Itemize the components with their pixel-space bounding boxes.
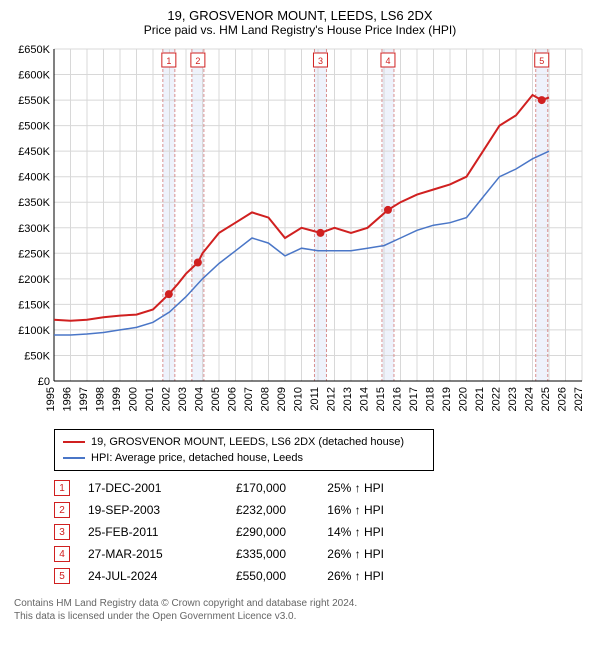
svg-text:1998: 1998: [95, 387, 107, 411]
legend: 19, GROSVENOR MOUNT, LEEDS, LS6 2DX (det…: [54, 429, 434, 471]
svg-text:2013: 2013: [342, 387, 354, 411]
tx-diff: 14% ↑ HPI: [304, 525, 384, 539]
svg-text:2: 2: [195, 56, 200, 66]
svg-text:£300K: £300K: [18, 223, 50, 235]
legend-item: HPI: Average price, detached house, Leed…: [63, 450, 425, 466]
svg-text:1997: 1997: [78, 387, 90, 411]
tx-date: 27-MAR-2015: [88, 547, 188, 561]
svg-text:2026: 2026: [557, 387, 569, 411]
footer-line: Contains HM Land Registry data © Crown c…: [14, 597, 586, 610]
chart-subtitle: Price paid vs. HM Land Registry's House …: [10, 23, 590, 37]
legend-item: 19, GROSVENOR MOUNT, LEEDS, LS6 2DX (det…: [63, 434, 425, 450]
tx-price: £290,000: [206, 525, 286, 539]
svg-text:2022: 2022: [491, 387, 503, 411]
svg-text:2002: 2002: [161, 387, 173, 411]
svg-text:2001: 2001: [144, 387, 156, 411]
tx-date: 19-SEP-2003: [88, 503, 188, 517]
svg-text:2011: 2011: [309, 387, 321, 411]
svg-text:1996: 1996: [62, 387, 74, 411]
svg-text:2009: 2009: [276, 387, 288, 411]
transactions-table: 1 17-DEC-2001 £170,000 25% ↑ HPI 2 19-SEP-200…: [54, 477, 590, 587]
svg-text:2019: 2019: [441, 387, 453, 411]
svg-text:2024: 2024: [524, 387, 536, 411]
svg-text:£50K: £50K: [24, 350, 50, 362]
table-row: 2 19-SEP-2003 £232,000 16% ↑ HPI: [54, 499, 590, 521]
svg-text:£550K: £550K: [18, 95, 50, 107]
svg-text:2012: 2012: [326, 387, 338, 411]
svg-text:£350K: £350K: [18, 197, 50, 209]
tx-diff: 26% ↑ HPI: [304, 569, 384, 583]
table-row: 1 17-DEC-2001 £170,000 25% ↑ HPI: [54, 477, 590, 499]
tx-marker: 2: [54, 502, 70, 518]
svg-text:2020: 2020: [458, 387, 470, 411]
footer-line: This data is licensed under the Open Gov…: [14, 610, 586, 623]
tx-price: £550,000: [206, 569, 286, 583]
svg-text:£150K: £150K: [18, 299, 50, 311]
table-row: 4 27-MAR-2015 £335,000 26% ↑ HPI: [54, 543, 590, 565]
legend-label: 19, GROSVENOR MOUNT, LEEDS, LS6 2DX (det…: [91, 434, 404, 450]
table-row: 5 24-JUL-2024 £550,000 26% ↑ HPI: [54, 565, 590, 587]
svg-text:2023: 2023: [507, 387, 519, 411]
svg-text:1999: 1999: [111, 387, 123, 411]
svg-text:£400K: £400K: [18, 172, 50, 184]
svg-text:£200K: £200K: [18, 274, 50, 286]
svg-text:2010: 2010: [293, 387, 305, 411]
footer: Contains HM Land Registry data © Crown c…: [10, 597, 590, 623]
svg-text:2007: 2007: [243, 387, 255, 411]
svg-text:2004: 2004: [194, 387, 206, 411]
svg-text:2014: 2014: [359, 387, 371, 411]
tx-marker: 1: [54, 480, 70, 496]
chart-area: £0 £50K £100K £150K £200K £250K £300K £350K £400…: [10, 43, 590, 423]
svg-text:1: 1: [166, 56, 171, 66]
svg-text:2017: 2017: [408, 387, 420, 411]
svg-text:£500K: £500K: [18, 121, 50, 133]
svg-text:£250K: £250K: [18, 248, 50, 260]
svg-text:£100K: £100K: [18, 325, 50, 337]
legend-swatch: [63, 441, 85, 443]
svg-text:3: 3: [318, 56, 323, 66]
svg-text:2000: 2000: [128, 387, 140, 411]
tx-price: £335,000: [206, 547, 286, 561]
tx-marker: 4: [54, 546, 70, 562]
svg-text:2003: 2003: [177, 387, 189, 411]
tx-diff: 25% ↑ HPI: [304, 481, 384, 495]
chart-container: 19, GROSVENOR MOUNT, LEEDS, LS6 2DX Pric…: [0, 0, 600, 650]
tx-date: 24-JUL-2024: [88, 569, 188, 583]
tx-price: £170,000: [206, 481, 286, 495]
tx-marker: 5: [54, 568, 70, 584]
svg-text:£650K: £650K: [18, 44, 50, 56]
svg-text:£0: £0: [38, 376, 50, 388]
svg-text:5: 5: [539, 56, 544, 66]
svg-text:2015: 2015: [375, 387, 387, 411]
svg-text:2018: 2018: [425, 387, 437, 411]
line-chart: £0 £50K £100K £150K £200K £250K £300K £350K £400…: [10, 43, 590, 423]
svg-text:4: 4: [385, 56, 390, 66]
tx-date: 25-FEB-2011: [88, 525, 188, 539]
chart-title: 19, GROSVENOR MOUNT, LEEDS, LS6 2DX: [10, 8, 590, 23]
svg-text:2016: 2016: [392, 387, 404, 411]
legend-label: HPI: Average price, detached house, Leed…: [91, 450, 303, 466]
tx-marker: 3: [54, 524, 70, 540]
svg-text:2025: 2025: [540, 387, 552, 411]
legend-swatch: [63, 457, 85, 459]
svg-text:2008: 2008: [260, 387, 272, 411]
tx-diff: 26% ↑ HPI: [304, 547, 384, 561]
svg-text:2021: 2021: [474, 387, 486, 411]
svg-text:£450K: £450K: [18, 146, 50, 158]
svg-text:2006: 2006: [227, 387, 239, 411]
table-row: 3 25-FEB-2011 £290,000 14% ↑ HPI: [54, 521, 590, 543]
tx-price: £232,000: [206, 503, 286, 517]
svg-text:1995: 1995: [45, 387, 57, 411]
tx-diff: 16% ↑ HPI: [304, 503, 384, 517]
svg-text:£600K: £600K: [18, 70, 50, 82]
svg-text:2005: 2005: [210, 387, 222, 411]
svg-text:2027: 2027: [573, 387, 585, 411]
tx-date: 17-DEC-2001: [88, 481, 188, 495]
